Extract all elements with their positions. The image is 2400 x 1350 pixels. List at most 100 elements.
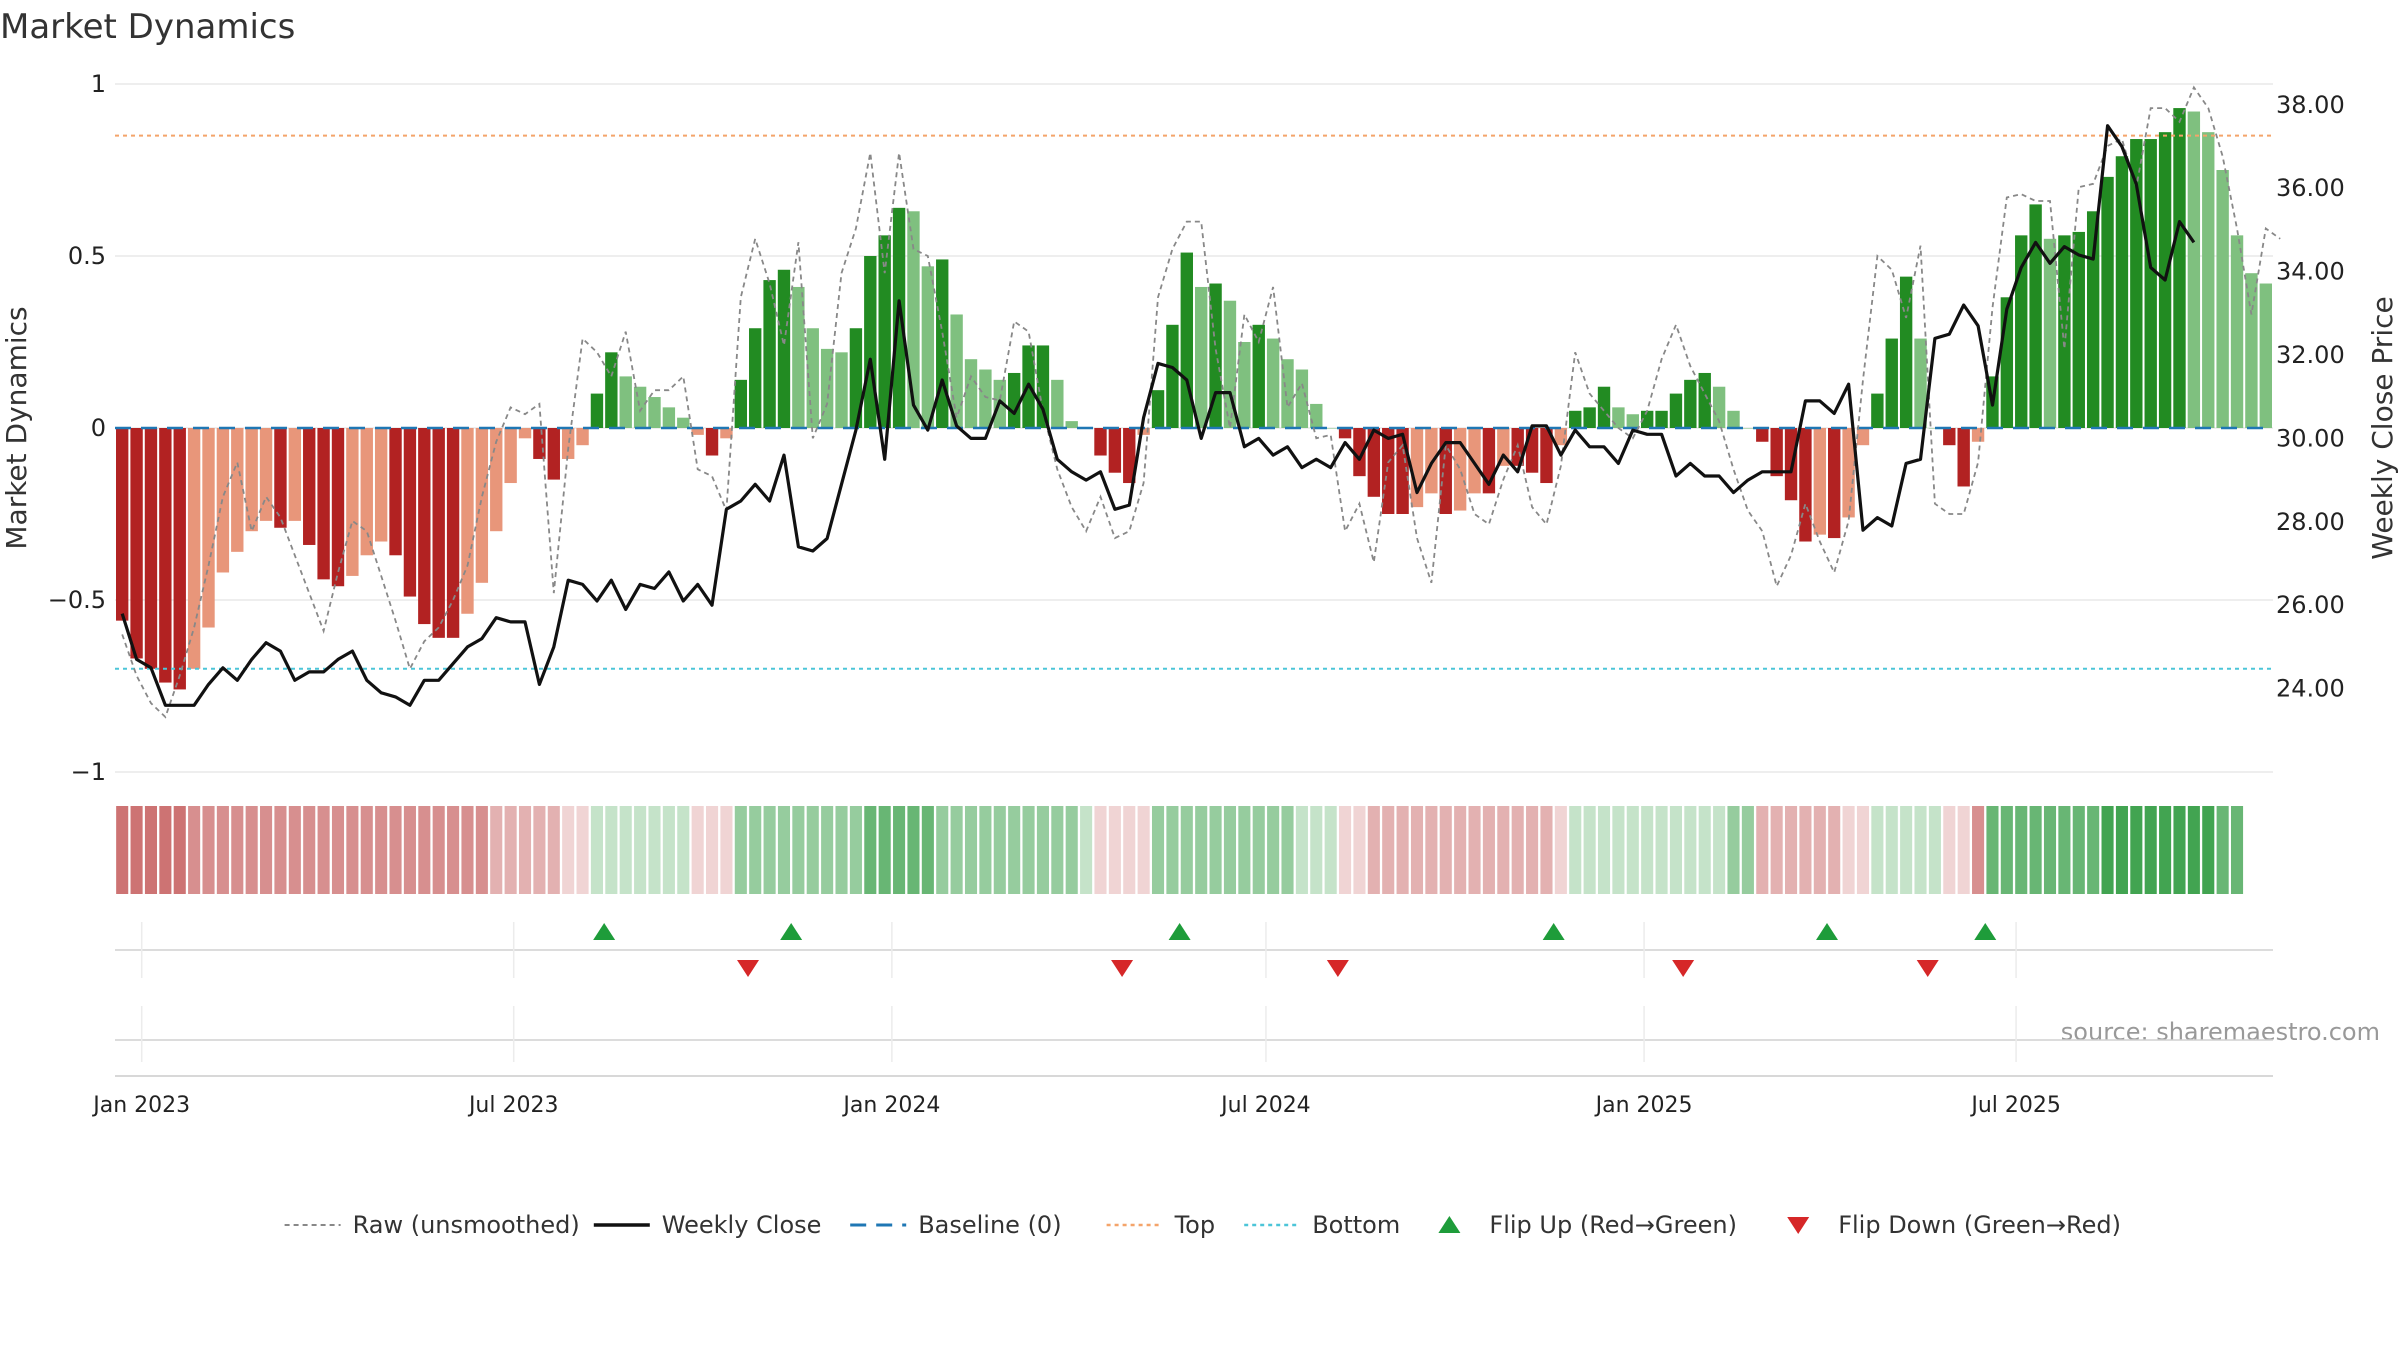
regime-cell <box>907 806 920 894</box>
legend-item: Baseline (0) <box>850 1211 1062 1239</box>
regime-cell <box>1036 806 1049 894</box>
dynamics-bar <box>461 428 474 614</box>
regime-cell <box>849 806 862 894</box>
regime-cell <box>1972 806 1985 894</box>
dynamics-bar <box>159 428 172 683</box>
dynamics-bar <box>303 428 316 545</box>
flip-down-marker <box>1672 960 1695 977</box>
dynamics-bar <box>259 428 273 521</box>
regime-cell <box>518 806 532 894</box>
regime-cell <box>763 806 776 894</box>
legend-label: Flip Up (Red→Green) <box>1489 1211 1737 1239</box>
legend-item: Flip Up (Red→Green) <box>1438 1211 1737 1239</box>
dynamics-bar <box>490 428 503 532</box>
regime-cell <box>1295 806 1308 894</box>
dynamics-bar <box>2144 139 2157 429</box>
regime-cell <box>993 806 1006 894</box>
regime-cell <box>231 806 244 894</box>
regime-cell <box>1439 806 1452 894</box>
regime-cell <box>720 806 733 894</box>
regime-cell <box>1583 806 1596 894</box>
x-tick-label: Jul 2024 <box>1219 1093 1311 1118</box>
dynamics-bar <box>763 280 776 428</box>
regime-cell <box>1828 806 1841 894</box>
regime-cell <box>1324 806 1337 894</box>
dynamics-bar <box>1439 428 1452 514</box>
dynamics-bar <box>878 235 891 428</box>
regime-cell <box>1741 806 1754 894</box>
regime-cell <box>1195 806 1208 894</box>
regime-cell <box>1137 806 1150 894</box>
legend-item: Flip Down (Green→Red) <box>1787 1211 2121 1239</box>
regime-cell <box>1756 806 1769 894</box>
regime-cell <box>1626 806 1639 894</box>
dynamics-bar <box>1583 407 1596 428</box>
dynamics-bar <box>561 428 575 459</box>
dynamics-bar <box>202 428 215 628</box>
dynamics-bar <box>1180 252 1193 428</box>
regime-cell <box>964 806 978 894</box>
dynamics-bar <box>1943 428 1956 446</box>
flip-down-marker <box>1916 960 1939 977</box>
dynamics-bar <box>2173 108 2186 428</box>
dynamics-bar <box>633 386 647 428</box>
regime-cell <box>1612 806 1625 894</box>
regime-cell <box>2087 806 2100 894</box>
dynamics-bar <box>1626 414 1639 428</box>
dynamics-bar <box>1324 428 1337 429</box>
dynamics-bar <box>691 428 704 435</box>
dynamics-bar <box>1036 345 1050 428</box>
regime-cell <box>2216 806 2229 894</box>
dynamics-bar <box>1698 372 1711 428</box>
dynamics-bar <box>1108 428 1122 473</box>
regime-cell <box>1209 806 1222 894</box>
regime-cell <box>1410 806 1424 894</box>
regime-cell <box>1123 806 1136 894</box>
dynamics-bar <box>475 428 489 583</box>
dynamics-bar <box>1813 428 1827 535</box>
regime-cell <box>662 806 675 894</box>
legend-flip-up-icon <box>1438 1216 1461 1233</box>
right-tick-label: 24.00 <box>2276 675 2345 703</box>
flip-up-marker <box>1816 923 1839 940</box>
regime-cell <box>1425 806 1438 894</box>
regime-cell <box>2230 806 2244 894</box>
regime-cell <box>562 806 575 894</box>
regime-cell <box>605 806 618 894</box>
regime-cell <box>1382 806 1395 894</box>
dynamics-bar <box>1899 276 1913 428</box>
dynamics-bar <box>749 328 762 428</box>
regime-cell <box>1842 806 1855 894</box>
regime-cell <box>1554 806 1567 894</box>
regime-cell <box>1223 806 1237 894</box>
flip-down-marker <box>737 960 760 977</box>
regime-cell <box>389 806 402 894</box>
dynamics-bar <box>2202 132 2215 428</box>
regime-cell <box>1540 806 1553 894</box>
regime-cell <box>792 806 805 894</box>
dynamics-bar <box>576 428 589 446</box>
regime-cell <box>2072 806 2085 894</box>
dynamics-bar <box>374 428 388 542</box>
regime-cell <box>216 806 229 894</box>
legend-label: Flip Down (Green→Red) <box>1838 1211 2121 1239</box>
regime-cell <box>1367 806 1380 894</box>
regime-cell <box>1008 806 1021 894</box>
dynamics-bar <box>346 428 359 576</box>
dynamics-bar <box>1223 300 1237 428</box>
regime-cell <box>1526 806 1539 894</box>
regime-cell <box>1943 806 1956 894</box>
regime-cell <box>202 806 215 894</box>
dynamics-bar <box>2245 273 2258 428</box>
regime-cell <box>331 806 345 894</box>
regime-cell <box>288 806 301 894</box>
regime-cell <box>447 806 460 894</box>
right-tick-label: 26.00 <box>2276 591 2345 619</box>
regime-cell <box>116 806 129 894</box>
dynamics-bar <box>2101 176 2114 428</box>
dynamics-bar <box>173 428 186 690</box>
regime-cell <box>1900 806 1913 894</box>
dynamics-bar <box>1741 428 1755 429</box>
dynamics-bar <box>1410 428 1424 508</box>
dynamics-bar <box>1569 410 1582 428</box>
